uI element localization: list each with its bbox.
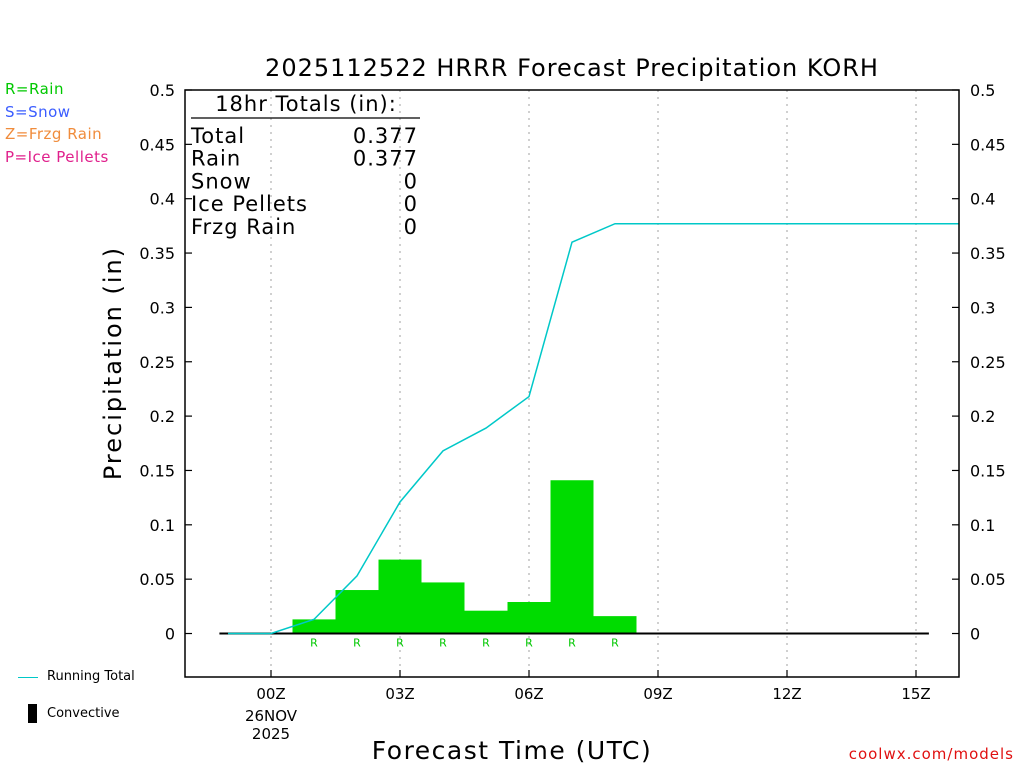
xtick-label-03Z: 03Z: [385, 685, 414, 703]
ytick-label-right-0.4: 0.4: [970, 190, 995, 209]
credit-link[interactable]: coolwx.com/models: [848, 745, 1014, 763]
xtick-label-15Z: 15Z: [901, 685, 930, 703]
ytick-label-right-0.2: 0.2: [970, 407, 995, 426]
ytick-label-right-0.15: 0.15: [970, 461, 1006, 480]
legend-snow: S=Snow: [5, 103, 71, 121]
ptype-label-hour-3: R: [396, 637, 404, 650]
ytick-label-left-0.45: 0.45: [139, 135, 175, 154]
totals-label-ice-pellets: Ice Pellets: [191, 192, 308, 216]
ptype-label-hour-1: R: [310, 637, 318, 650]
ytick-label-right-0.05: 0.05: [970, 570, 1006, 589]
bar-hour-1: [292, 619, 336, 634]
bar-hour-4: [421, 582, 465, 634]
ytick-label-right-0.35: 0.35: [970, 244, 1006, 263]
ytick-label-left-0.25: 0.25: [139, 353, 175, 372]
ytick-label-left-0.05: 0.05: [139, 570, 175, 589]
ytick-label-left-0.35: 0.35: [139, 244, 175, 263]
ytick-label-right-0.1: 0.1: [970, 516, 995, 535]
ytick-label-left-0.15: 0.15: [139, 461, 175, 480]
bar-hour-6: [507, 601, 551, 634]
ptype-label-hour-7: R: [568, 637, 576, 650]
totals-label-rain: Rain: [191, 147, 241, 171]
bar-series: [292, 480, 637, 634]
totals-box: 18hr Totals (in): Total 0.377 Rain 0.377 Sno…: [190, 92, 420, 239]
convective-legend-label: Convective: [47, 706, 120, 721]
bar-hour-3: [378, 559, 422, 634]
xtick-label-12Z: 12Z: [772, 685, 801, 703]
plot-frame: [184, 89, 960, 678]
totals-value-snow: 0: [404, 169, 418, 193]
xtick-label-09Z: 09Z: [643, 685, 672, 703]
ytick-label-left-0.4: 0.4: [150, 190, 175, 209]
x-axis-label: Forecast Time (UTC): [372, 736, 652, 765]
totals-value-rain: 0.377: [353, 147, 418, 171]
ytick-label-right-0: 0: [970, 625, 980, 644]
ytick-label-left-0.2: 0.2: [150, 407, 175, 426]
chart-title: 2025112522 HRRR Forecast Precipitation K…: [265, 54, 879, 82]
bar-hour-5: [464, 610, 508, 634]
xtick-date-label: 26NOV: [245, 707, 298, 725]
bar-hour-7: [550, 480, 594, 634]
ytick-label-left-0.5: 0.5: [150, 81, 175, 100]
ytick-label-right-0.25: 0.25: [970, 353, 1006, 372]
legend-frzg-rain: Z=Frzg Rain: [5, 125, 103, 143]
xtick-year-label: 2025: [252, 725, 290, 743]
ytick-label-left-0.1: 0.1: [150, 516, 175, 535]
totals-label-frzg-rain: Frzg Rain: [191, 215, 296, 239]
convective-swatch: [28, 704, 37, 723]
ptype-label-hour-8: R: [611, 637, 619, 650]
ytick-label-left-0.3: 0.3: [150, 298, 175, 317]
totals-label-total: Total: [190, 124, 245, 148]
bar-hour-2: [335, 590, 379, 634]
ytick-label-left-0: 0: [165, 625, 175, 644]
totals-value-total: 0.377: [353, 124, 418, 148]
ptype-label-hour-4: R: [439, 637, 447, 650]
legend-rain: R=Rain: [5, 80, 64, 98]
ytick-label-right-0.5: 0.5: [970, 81, 995, 100]
ptype-label-hour-5: R: [482, 637, 490, 650]
totals-label-snow: Snow: [191, 169, 252, 193]
totals-heading: 18hr Totals (in):: [215, 92, 397, 116]
ptype-label-hour-6: R: [525, 637, 533, 650]
totals-value-ice-pellets: 0: [404, 192, 418, 216]
y-axis-ticks: 0 00.05 0.050.1 0.10.15 0.150.2 0.20.25 0.250.…: [139, 81, 1005, 644]
running-total-line: [228, 222, 959, 635]
xtick-label-06Z: 06Z: [514, 685, 543, 703]
y-axis-label: Precipitation (in): [99, 246, 127, 480]
ptype-label-hour-2: R: [353, 637, 361, 650]
totals-value-frzg-rain: 0: [404, 215, 418, 239]
running-total-swatch: [18, 677, 38, 678]
ytick-label-right-0.3: 0.3: [970, 298, 995, 317]
bar-hour-8: [593, 616, 637, 634]
legend-ice-pellets: P=Ice Pellets: [5, 148, 109, 166]
xtick-label-00Z: 00Z: [256, 685, 285, 703]
running-total-legend-label: Running Total: [47, 669, 135, 684]
ytick-label-right-0.45: 0.45: [970, 135, 1006, 154]
